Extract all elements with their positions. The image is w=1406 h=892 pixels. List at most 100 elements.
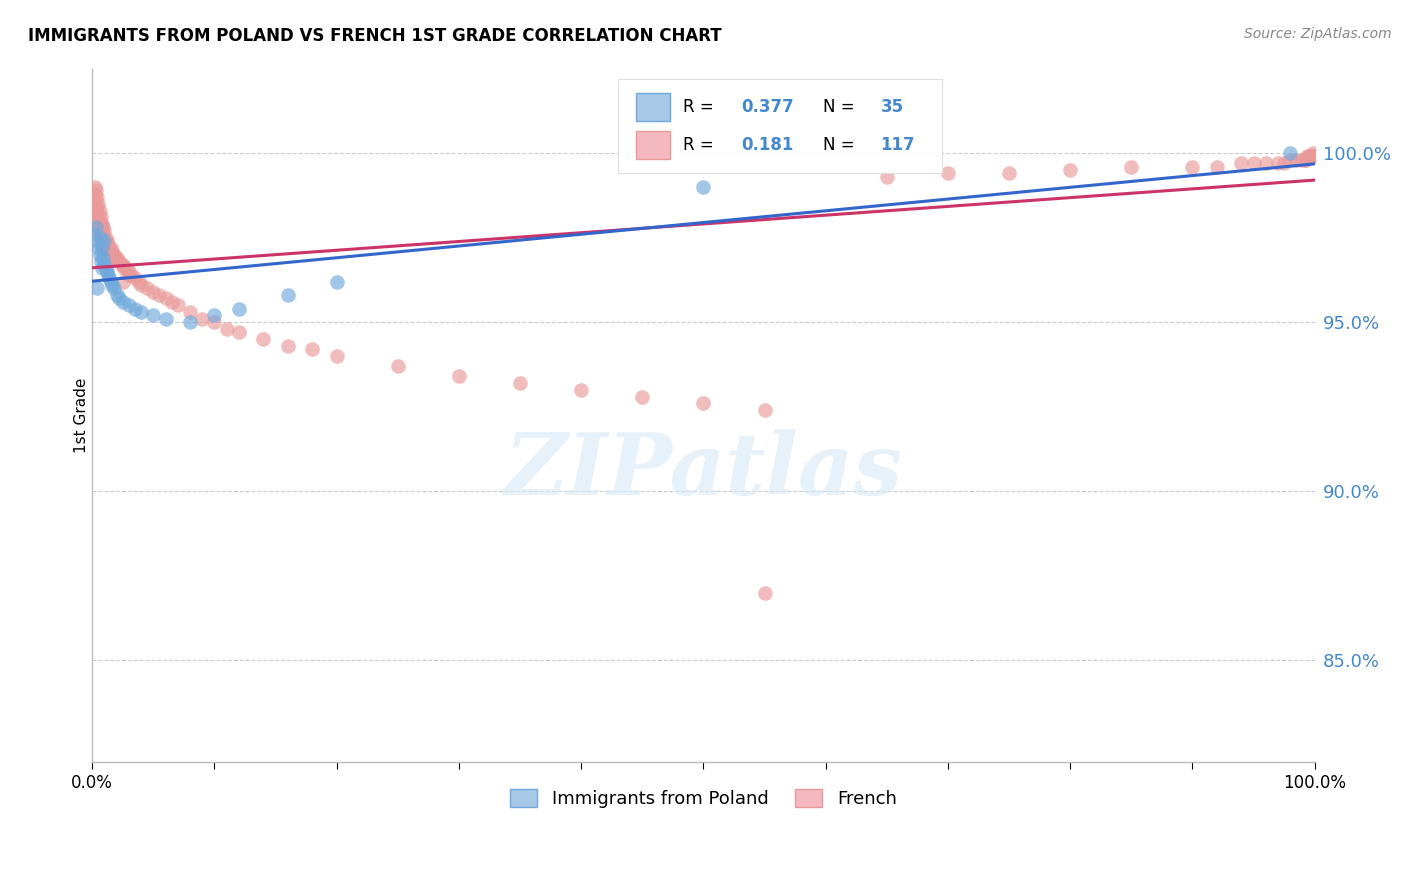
Text: 35: 35 [880, 97, 904, 116]
Point [1302, 149, 1324, 163]
Point [1301, 149, 1323, 163]
Text: 0.377: 0.377 [741, 97, 794, 116]
Point [111, 294, 134, 309]
Point [1302, 149, 1324, 163]
Text: N =: N = [824, 136, 860, 153]
Point [204, 315, 226, 329]
Point [118, 268, 141, 282]
Point [1302, 146, 1324, 161]
Point [86, 200, 108, 214]
Point [179, 315, 201, 329]
Point [110, 258, 132, 272]
Point [1285, 153, 1308, 167]
Point [1302, 149, 1324, 163]
Point [90, 217, 112, 231]
Point [96, 264, 118, 278]
Point [1302, 149, 1324, 163]
Point [1059, 163, 1081, 178]
Text: ZIPatlas: ZIPatlas [505, 429, 903, 512]
Point [96, 241, 118, 255]
Point [100, 277, 122, 292]
Point [105, 251, 128, 265]
Point [136, 281, 159, 295]
Text: R =: R = [683, 97, 718, 116]
Point [876, 169, 898, 184]
Point [100, 241, 122, 255]
Point [277, 288, 299, 302]
Point [509, 376, 531, 390]
Point [1272, 156, 1295, 170]
Point [1295, 153, 1317, 167]
Point [87, 196, 110, 211]
Point [105, 254, 128, 268]
Point [155, 311, 177, 326]
Point [91, 224, 114, 238]
Point [93, 224, 115, 238]
Text: IMMIGRANTS FROM POLAND VS FRENCH 1ST GRADE CORRELATION CHART: IMMIGRANTS FROM POLAND VS FRENCH 1ST GRA… [28, 27, 721, 45]
Point [1302, 149, 1324, 163]
Point [1181, 160, 1204, 174]
Point [1205, 160, 1227, 174]
Point [1279, 146, 1302, 161]
Point [87, 213, 110, 227]
Point [166, 298, 188, 312]
Point [98, 271, 121, 285]
Point [569, 383, 592, 397]
Point [1230, 156, 1253, 170]
Point [204, 309, 226, 323]
Point [93, 230, 115, 244]
Point [105, 288, 128, 302]
Point [1299, 149, 1322, 163]
Point [89, 220, 111, 235]
Point [91, 237, 114, 252]
Point [97, 237, 120, 252]
Point [129, 277, 152, 292]
Point [277, 339, 299, 353]
Point [90, 254, 112, 268]
Point [936, 166, 959, 180]
Point [1121, 160, 1143, 174]
Point [1302, 149, 1324, 163]
Point [93, 258, 115, 272]
Text: 0.181: 0.181 [741, 136, 794, 153]
Point [91, 260, 114, 275]
Point [998, 166, 1021, 180]
Point [89, 203, 111, 218]
Point [155, 292, 177, 306]
Point [1301, 149, 1323, 163]
Point [179, 305, 201, 319]
Legend: Immigrants from Poland, French: Immigrants from Poland, French [503, 781, 904, 815]
Point [120, 268, 142, 282]
Point [124, 271, 146, 285]
Point [86, 281, 108, 295]
Y-axis label: 1st Grade: 1st Grade [73, 377, 89, 453]
Point [387, 359, 409, 373]
Point [89, 227, 111, 242]
Point [91, 217, 114, 231]
Point [111, 275, 134, 289]
Point [90, 230, 112, 244]
Point [94, 230, 117, 244]
Point [1302, 149, 1324, 163]
Point [228, 326, 250, 340]
Point [148, 288, 170, 302]
Point [94, 237, 117, 252]
Point [91, 220, 114, 235]
Point [108, 292, 131, 306]
Point [1299, 149, 1322, 163]
Point [83, 180, 105, 194]
Point [115, 260, 138, 275]
Point [215, 322, 238, 336]
Point [128, 275, 150, 289]
Point [129, 305, 152, 319]
Point [94, 260, 117, 275]
Point [325, 349, 347, 363]
Point [1296, 149, 1319, 163]
Point [103, 281, 125, 295]
Text: Source: ZipAtlas.com: Source: ZipAtlas.com [1244, 27, 1392, 41]
Point [86, 190, 108, 204]
Text: N =: N = [824, 97, 860, 116]
Point [90, 211, 112, 225]
Text: R =: R = [683, 136, 724, 153]
Point [1279, 153, 1302, 167]
